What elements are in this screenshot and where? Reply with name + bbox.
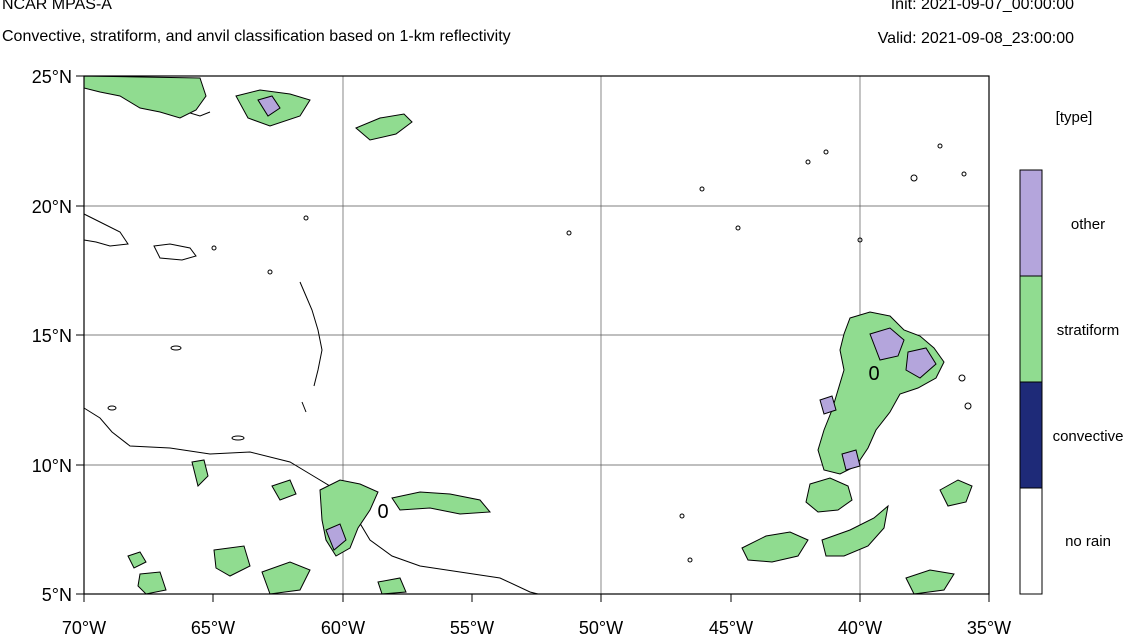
lon-tick-label: 40°W [838, 618, 882, 638]
lat-tick-label: 20°N [32, 197, 72, 217]
lat-tick-marks [76, 75, 84, 595]
figure-subtitle: Convective, stratiform, and anvil classi… [2, 28, 511, 45]
init-time: Init: 2021-09-07_00:00:00 [890, 0, 1074, 13]
legend-label-no-rain: no rain [1065, 533, 1111, 550]
cell-outline [566, 230, 572, 236]
stratiform-area [127, 551, 147, 569]
legend-swatch-no-rain [1019, 487, 1043, 595]
other-areas [257, 95, 937, 551]
cell-outline [170, 345, 182, 351]
cell-outline [679, 513, 685, 519]
cell-outline [961, 171, 967, 177]
cell-outline [107, 405, 117, 411]
coastline-puerto-rico [83, 213, 129, 247]
stratiform-area [191, 459, 209, 487]
stratiform-area [355, 113, 413, 141]
lon-tick-label: 55°W [450, 618, 494, 638]
coastline-islet [301, 401, 307, 413]
legend-swatch-other [1019, 169, 1043, 277]
valid-time: Valid: 2021-09-08_23:00:00 [877, 30, 1074, 47]
cell-outline [910, 174, 918, 182]
stratiform-area [905, 569, 955, 595]
stratiform-areas [83, 75, 973, 595]
lon-tick-label: 50°W [579, 618, 623, 638]
cell-outline [805, 159, 811, 165]
stratiform-area [939, 479, 973, 507]
other-area [257, 95, 281, 117]
lat-tick-label: 10°N [32, 456, 72, 476]
cell-outline [303, 215, 309, 221]
stratiform-area [391, 491, 492, 515]
cell-outline [937, 143, 943, 149]
legend-label-stratiform: stratiform [1057, 322, 1120, 339]
stratiform-area [821, 504, 889, 557]
lon-tick-label: 45°W [709, 618, 753, 638]
cell-outline [231, 435, 245, 441]
other-area [325, 523, 347, 551]
legend-swatch-stratiform [1019, 275, 1043, 383]
lon-tick-label: 70°W [62, 618, 106, 638]
cell-outline [211, 245, 217, 251]
stratiform-area [377, 577, 407, 595]
lon-tick-marks [83, 594, 990, 602]
legend-title: [type] [1056, 109, 1093, 126]
other-area [869, 327, 905, 361]
contour-label: 0 [377, 501, 388, 523]
stratiform-area [741, 531, 809, 563]
map-gridlines [84, 76, 989, 594]
other-area [841, 449, 861, 471]
cell-outline [964, 402, 972, 410]
legend-label-other: other [1071, 216, 1105, 233]
lon-tick-label: 65°W [191, 618, 235, 638]
coastline-island [153, 243, 197, 261]
other-area [905, 347, 937, 379]
lat-tick-label: 15°N [32, 326, 72, 346]
coastline-lesser-antilles [299, 281, 323, 387]
lon-tick-label: 60°W [321, 618, 365, 638]
contour-label: 0 [868, 363, 879, 385]
cell-outline [687, 557, 693, 563]
cell-outline [958, 374, 966, 382]
legend-swatch-convective [1019, 381, 1043, 489]
figure-title: NCAR MPAS-A [2, 0, 112, 13]
cell-outline [857, 237, 863, 243]
lat-tick-label: 5°N [42, 585, 72, 605]
cell-outline [267, 269, 273, 275]
legend: [type] other stratiform convective no ra… [1019, 109, 1124, 595]
stratiform-area [271, 479, 297, 501]
small-cells [107, 143, 972, 563]
other-area [819, 395, 837, 415]
cell-outline [823, 149, 829, 155]
stratiform-area [261, 561, 311, 595]
legend-label-convective: convective [1053, 428, 1124, 445]
cell-outline [735, 225, 741, 231]
cell-outline [699, 186, 705, 192]
lon-tick-label: 35°W [967, 618, 1011, 638]
stratiform-area [83, 75, 207, 119]
lat-tick-label: 25°N [32, 67, 72, 87]
stratiform-area [213, 545, 251, 577]
stratiform-area [805, 477, 853, 513]
stratiform-area [137, 571, 167, 595]
